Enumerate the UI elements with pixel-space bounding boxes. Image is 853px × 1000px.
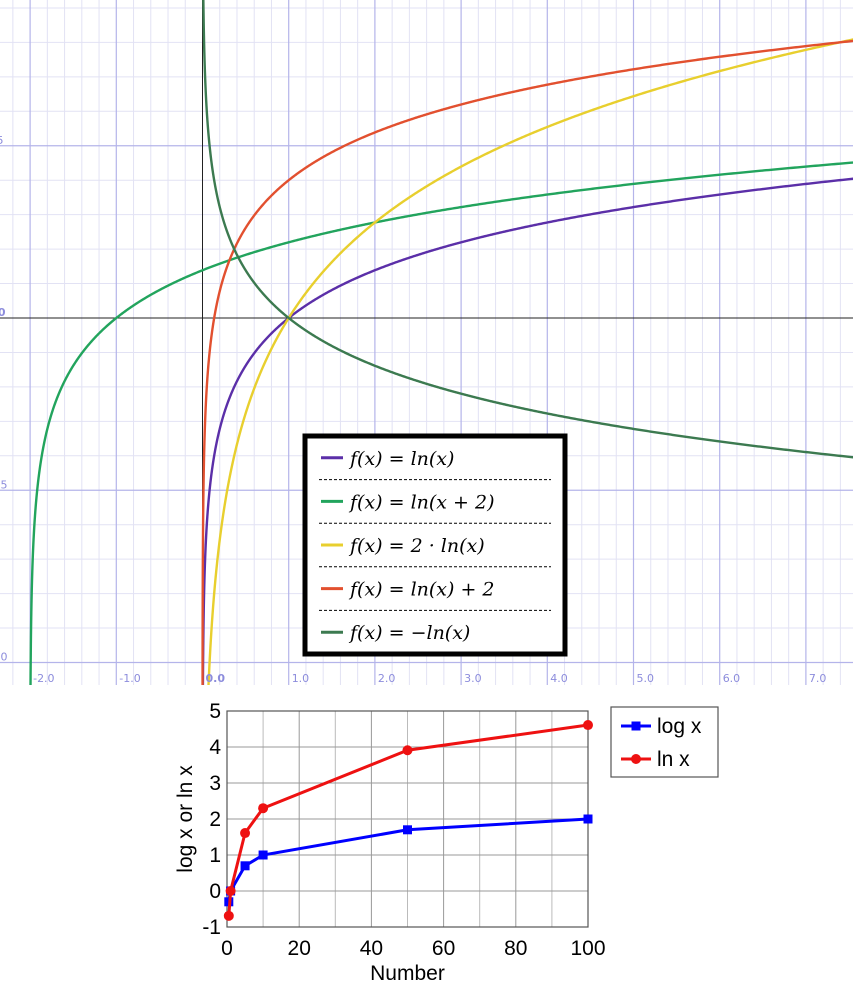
data-point-square: [240, 861, 250, 871]
y-tick-label: 0: [209, 880, 221, 903]
function-legend: f(x) = ln(x) f(x) = ln(x + 2) f(x) = 2 · l…: [302, 433, 568, 657]
x-tick-labels: 0 20 40 60 80 100: [221, 937, 605, 960]
data-point-circle: [225, 886, 236, 896]
data-point-square: [583, 814, 593, 824]
x-tick-label: 0: [221, 937, 233, 960]
y-tick-label: 0.0: [0, 306, 6, 319]
legend-box: [610, 706, 719, 778]
chart-series: [223, 720, 593, 921]
legend-label: ln x: [657, 748, 690, 771]
y-tick-label: 2.5: [0, 134, 4, 147]
legend-swatch-marker: [631, 754, 641, 764]
major-gridlines: [0, 0, 853, 685]
y-tick-label: -5.0: [0, 651, 7, 664]
x-tick-label: -1.0: [119, 672, 140, 685]
data-point-circle: [402, 745, 413, 756]
data-point-square: [258, 850, 268, 860]
curve-4: [201, 39, 853, 685]
x-tick-label: 80: [504, 937, 527, 960]
function-curves: [29, 0, 853, 685]
x-tick-label: 60: [432, 937, 455, 960]
y-tick-labels: 2.5 0.0 -2.5 -5.0: [0, 134, 7, 664]
x-tick-label: 7.0: [809, 672, 827, 685]
curve-3: [207, 38, 853, 685]
legend-entry: f(x) = 2 · ln(x): [348, 535, 485, 557]
data-point-square: [403, 825, 412, 835]
x-tick-label: 5.0: [637, 672, 655, 685]
chart-gridlines: [226, 710, 589, 928]
x-tick-label: 3.0: [464, 672, 482, 685]
legend-entry: f(x) = −ln(x): [348, 622, 470, 644]
legend-entry: f(x) = ln(x + 2): [348, 491, 495, 513]
y-tick-label: 5: [209, 700, 221, 723]
x-tick-label: 2.0: [378, 672, 396, 685]
legend-swatch-marker: [631, 721, 641, 731]
y-tick-label: 4: [209, 736, 221, 759]
y-tick-label: 3: [209, 772, 221, 795]
x-axis-label: Number: [370, 962, 445, 985]
data-point-circle: [240, 828, 251, 839]
x-tick-label: -2.0: [33, 672, 54, 685]
legend-entry: f(x) = ln(x) + 2: [348, 579, 495, 601]
legend-entry: f(x) = ln(x): [348, 448, 454, 470]
curve-5: [202, 0, 853, 459]
function-graph: -2.0-1.00.01.02.03.04.05.06.07.0 2.50.0-…: [0, 0, 853, 685]
legend-label: log x: [657, 715, 702, 738]
y-axis-label: log x or ln x: [174, 765, 197, 873]
x-tick-label: 0.0: [206, 672, 226, 685]
chart-legend: log x ln x: [610, 706, 719, 778]
legend-box: [302, 433, 568, 657]
y-tick-labels: -1 0 1 2 3 4 5: [202, 700, 221, 939]
data-point-circle: [223, 910, 234, 921]
y-tick-label: -1: [202, 916, 221, 939]
data-point-circle: [258, 803, 269, 814]
x-tick-label: 20: [288, 937, 311, 960]
x-tick-label: 4.0: [550, 672, 568, 685]
x-tick-labels: -2.0 -1.0 0.0 1.0 2.0 3.0 4.0 5.0 6.0 7.0: [33, 672, 826, 685]
data-point-circle: [583, 720, 593, 731]
y-tick-label: 1: [209, 844, 221, 867]
x-tick-label: 6.0: [723, 672, 741, 685]
y-tick-label: -2.5: [0, 478, 7, 491]
x-tick-label: 100: [570, 937, 605, 960]
chart-background: [0, 685, 853, 1000]
curve-1: [201, 177, 853, 685]
y-tick-label: 2: [209, 808, 221, 831]
x-tick-label: 1.0: [292, 672, 310, 685]
x-tick-label: 40: [360, 937, 383, 960]
curve-2: [29, 161, 853, 685]
